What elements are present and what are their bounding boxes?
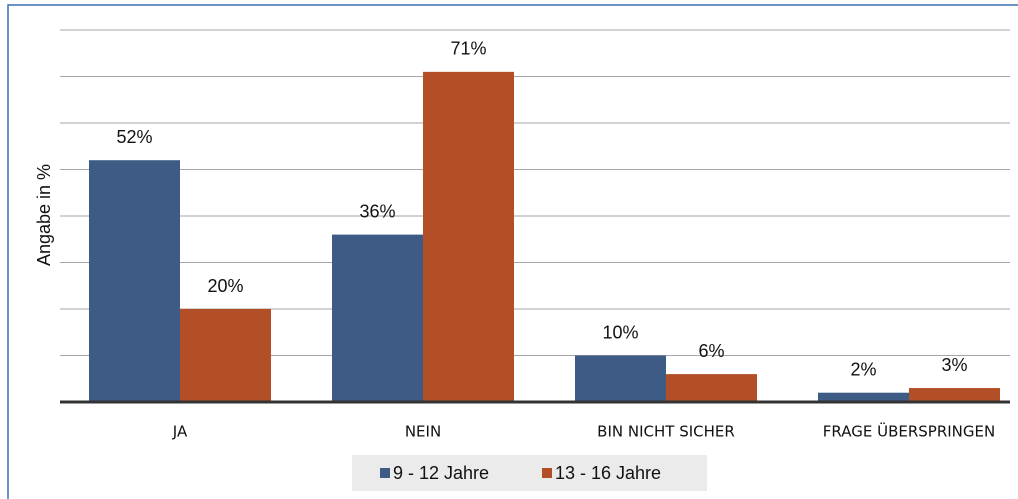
data-label: 3% xyxy=(941,355,967,375)
data-label: 10% xyxy=(602,322,638,342)
data-label: 36% xyxy=(359,201,395,221)
frame xyxy=(7,4,1018,499)
bar xyxy=(909,388,1000,402)
x-tick-label: JA xyxy=(172,423,188,441)
data-label: 20% xyxy=(207,276,243,296)
x-tick-label: NEIN xyxy=(405,423,441,441)
y-axis-label: Angabe in % xyxy=(34,164,54,266)
bar xyxy=(575,355,666,402)
data-label: 6% xyxy=(698,341,724,361)
legend-label: 13 - 16 Jahre xyxy=(555,463,661,483)
legend-swatch xyxy=(542,468,552,478)
x-tick-label: BIN NICHT SICHER xyxy=(597,423,735,441)
bar xyxy=(180,309,271,402)
bar xyxy=(423,71,514,402)
x-tick-label: FRAGE ÜBERSPRINGEN xyxy=(823,422,995,441)
bar xyxy=(818,392,909,402)
data-label: 52% xyxy=(116,127,152,147)
bar xyxy=(332,234,423,402)
data-label: 71% xyxy=(450,39,486,59)
legend-box xyxy=(352,455,707,491)
data-label: 2% xyxy=(850,359,876,379)
legend-label: 9 - 12 Jahre xyxy=(393,463,489,483)
bar xyxy=(666,374,757,402)
bar xyxy=(89,160,180,402)
legend-swatch xyxy=(380,468,390,478)
